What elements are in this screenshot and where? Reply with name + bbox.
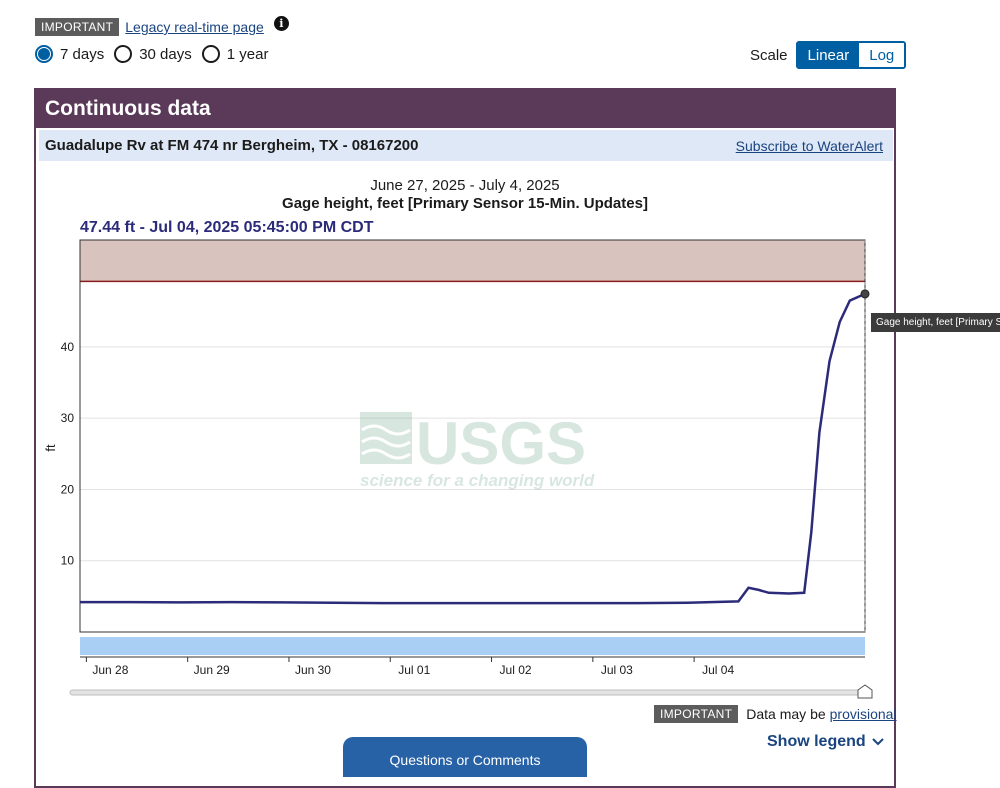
radio-checked-icon[interactable] [35, 45, 53, 63]
provisional-notice: IMPORTANT Data may be provisional [654, 705, 897, 723]
y-tick-label: 20 [61, 482, 75, 496]
period-30-days[interactable]: 30 days [114, 45, 192, 63]
period-7-days[interactable]: 7 days [35, 45, 104, 63]
questions-comments-button[interactable]: Questions or Comments [343, 737, 587, 777]
chart-subtitle: Gage height, feet [Primary Sensor 15-Min… [282, 195, 648, 212]
provisional-text: Data may be [746, 706, 826, 722]
brush-bar[interactable] [80, 637, 865, 655]
y-axis-ticks: 10 20 30 40 [61, 340, 75, 568]
time-slider-handle[interactable] [857, 684, 873, 699]
period-label: 30 days [139, 45, 192, 63]
panel-title: Continuous data [36, 90, 894, 128]
grid-lines [80, 346, 865, 562]
x-tick-label: Jun 30 [295, 663, 331, 677]
continuous-data-panel: Continuous data Guadalupe Rv at FM 474 n… [34, 88, 896, 788]
provisional-link[interactable]: provisional [829, 706, 897, 722]
subscribe-wateralert-link[interactable]: Subscribe to WaterAlert [735, 137, 883, 154]
x-tick-label: Jul 02 [500, 663, 532, 677]
x-axis-ticks: Jun 28 Jun 29 Jun 30 Jul 01 Jul 02 Jul 03 Jul … [85, 657, 734, 677]
chart-title: June 27, 2025 - July 4, 2025 [370, 177, 559, 194]
x-tick-label: Jun 29 [194, 663, 230, 677]
y-tick-label: 40 [61, 340, 75, 354]
period-label: 7 days [60, 45, 105, 63]
info-icon[interactable]: i [273, 15, 289, 31]
scale-linear-button[interactable]: Linear [797, 43, 860, 67]
period-1-year[interactable]: 1 year [201, 45, 269, 63]
period-selector: 7 days 30 days 1 year [35, 45, 268, 63]
cursor-point[interactable] [860, 289, 870, 299]
chevron-down-icon [871, 738, 884, 746]
x-tick-label: Jul 03 [601, 663, 633, 677]
x-tick-label: Jun 28 [92, 663, 128, 677]
important-badge: IMPORTANT [35, 18, 120, 36]
x-tick-label: Jul 04 [702, 663, 734, 677]
scale-log-button[interactable]: Log [859, 43, 905, 67]
period-label: 1 year [226, 45, 269, 63]
usgs-watermark: USGS science for a changing world [360, 410, 595, 490]
svg-text:science for a changing world: science for a changing world [360, 471, 595, 490]
scale-toggle: Linear Log [795, 41, 907, 69]
series-tooltip: Gage height, feet [Primary Sensor 15-Min… [871, 313, 1000, 332]
time-slider-track[interactable] [69, 689, 873, 696]
y-tick-label: 30 [61, 411, 75, 425]
plot-area [79, 239, 866, 633]
y-tick-label: 10 [61, 554, 75, 568]
radio-unchecked-icon[interactable] [201, 45, 220, 63]
cursor-readout: 47.44 ft - Jul 04, 2025 05:45:00 PM CDT [80, 219, 374, 236]
flood-zone-band [80, 240, 865, 282]
site-name: Guadalupe Rv at FM 474 nr Bergheim, TX -… [45, 137, 419, 154]
x-tick-label: Jul 01 [398, 663, 430, 677]
legacy-notice: IMPORTANT Legacy real-time page i [35, 15, 289, 36]
radio-unchecked-icon[interactable] [114, 45, 133, 63]
site-bar: Guadalupe Rv at FM 474 nr Bergheim, TX -… [39, 130, 893, 161]
scale-control: Scale Linear Log [750, 41, 907, 69]
y-axis-label: ft [43, 444, 58, 452]
show-legend-toggle[interactable]: Show legend [767, 733, 884, 751]
gage-height-series-line [80, 292, 866, 605]
legacy-realtime-link[interactable]: Legacy real-time page [125, 19, 264, 35]
scale-label: Scale [750, 46, 788, 64]
svg-text:USGS: USGS [416, 410, 586, 477]
show-legend-label: Show legend [767, 733, 866, 750]
important-badge: IMPORTANT [654, 705, 739, 723]
